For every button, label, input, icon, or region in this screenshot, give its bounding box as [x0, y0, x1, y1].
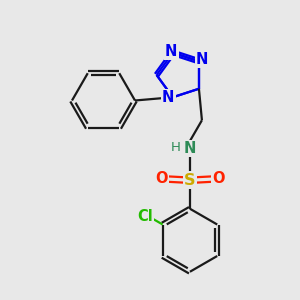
Text: N: N	[184, 141, 196, 156]
Text: N: N	[165, 44, 178, 59]
Text: H: H	[171, 141, 181, 154]
Text: N: N	[196, 52, 208, 67]
Text: N: N	[162, 90, 175, 105]
Text: O: O	[212, 171, 225, 186]
Text: Cl: Cl	[137, 209, 153, 224]
Text: S: S	[184, 173, 196, 188]
Text: O: O	[155, 171, 168, 186]
